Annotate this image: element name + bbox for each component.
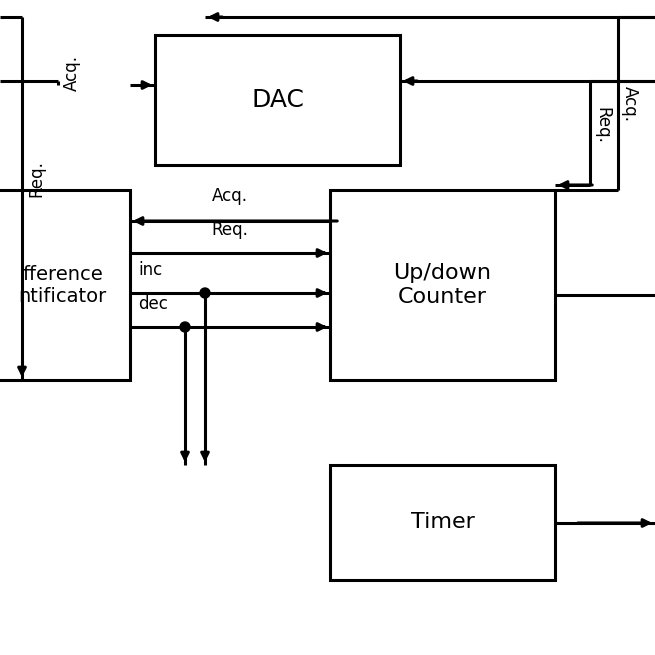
Text: DAC: DAC <box>251 88 304 112</box>
Text: dec: dec <box>138 295 168 313</box>
Circle shape <box>200 288 210 298</box>
Text: Timer: Timer <box>411 512 474 533</box>
Text: Up/down
Counter: Up/down Counter <box>394 263 491 307</box>
Bar <box>0 190 130 380</box>
Text: Req.: Req. <box>593 107 611 144</box>
Text: Acq.: Acq. <box>621 86 639 121</box>
Text: Acq.: Acq. <box>212 187 248 205</box>
Text: Acq.: Acq. <box>63 55 81 91</box>
Bar <box>155 35 400 165</box>
Text: Req.: Req. <box>212 221 248 239</box>
Text: Req.: Req. <box>27 160 45 197</box>
Text: fference
ntificator: fference ntificator <box>18 265 107 305</box>
Bar <box>330 465 555 580</box>
Bar <box>330 190 555 380</box>
Circle shape <box>180 322 190 332</box>
Text: inc: inc <box>138 261 162 279</box>
